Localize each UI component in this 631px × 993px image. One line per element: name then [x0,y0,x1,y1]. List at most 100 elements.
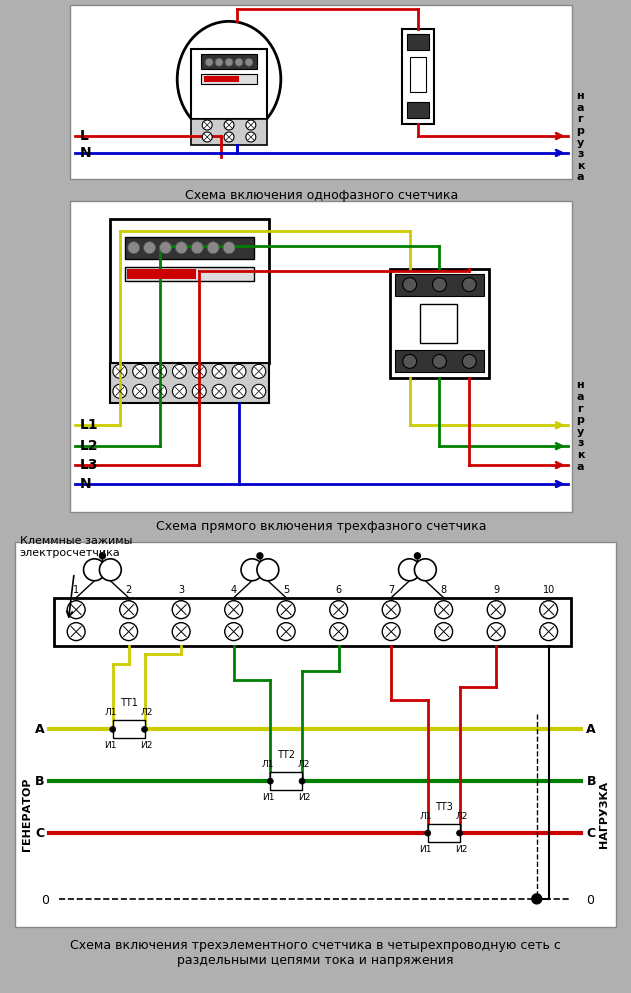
Text: Л1: Л1 [420,812,432,821]
Circle shape [133,384,146,398]
Circle shape [457,830,463,836]
Bar [110,218,269,363]
Bar [201,55,257,70]
Circle shape [330,623,348,640]
Circle shape [223,241,235,253]
Circle shape [252,364,266,378]
Text: B: B [586,775,596,787]
Text: И1: И1 [105,742,117,751]
Circle shape [153,384,167,398]
Bar [191,119,267,145]
Text: 0: 0 [42,895,49,908]
Circle shape [127,241,139,253]
Circle shape [463,355,476,368]
Circle shape [207,241,219,253]
Text: И2: И2 [298,793,310,802]
Circle shape [232,384,246,398]
Circle shape [215,59,223,67]
Text: C: C [35,826,44,839]
Text: 9: 9 [493,585,499,595]
Circle shape [532,894,542,904]
Text: L1: L1 [80,418,99,432]
Circle shape [415,559,436,581]
Circle shape [192,384,206,398]
Circle shape [113,384,127,398]
Circle shape [192,364,206,378]
Bar [395,274,484,296]
Circle shape [487,601,505,619]
Circle shape [487,623,505,640]
Text: L: L [80,129,89,143]
Text: Л2: Л2 [140,708,153,717]
Circle shape [113,364,127,378]
Circle shape [382,601,400,619]
Text: 3: 3 [178,585,184,595]
Circle shape [110,726,115,733]
Text: ТТ3: ТТ3 [435,802,452,812]
Circle shape [540,601,558,619]
Text: N: N [80,146,91,160]
Text: N: N [80,477,91,491]
Text: 0: 0 [586,895,594,908]
Text: И2: И2 [456,845,468,854]
Circle shape [277,601,295,619]
Circle shape [205,59,213,67]
Circle shape [399,559,420,581]
Text: Л2: Л2 [456,812,468,821]
Bar [395,351,484,372]
Bar [420,304,457,344]
Text: электросчетчика: электросчетчика [20,548,121,558]
Text: Л1: Л1 [262,761,274,770]
Text: И1: И1 [262,793,274,802]
Circle shape [191,241,203,253]
Circle shape [144,241,156,253]
Circle shape [435,623,452,640]
Circle shape [225,59,233,67]
Circle shape [120,623,138,640]
Circle shape [100,553,105,559]
Circle shape [268,779,273,784]
Bar [15,542,616,926]
Text: Схема прямого включения трехфазного счетчика: Схема прямого включения трехфазного счет… [156,520,487,533]
Bar [270,773,302,790]
Circle shape [415,553,420,559]
Circle shape [232,364,246,378]
Bar [407,35,428,51]
Text: И1: И1 [420,845,432,854]
Circle shape [382,623,400,640]
Text: B: B [35,775,44,787]
Circle shape [225,601,242,619]
Circle shape [425,830,431,836]
Text: н
а
г
р
у
з
к
а: н а г р у з к а [577,380,584,472]
Circle shape [225,623,242,640]
Circle shape [432,355,446,368]
Circle shape [172,601,190,619]
Bar [127,269,196,279]
Text: L2: L2 [80,439,99,453]
Circle shape [68,623,85,640]
Bar [204,76,239,82]
Circle shape [330,601,348,619]
Circle shape [224,120,234,130]
Text: 2: 2 [126,585,132,595]
Circle shape [212,384,226,398]
Text: ТТ2: ТТ2 [277,751,295,761]
Circle shape [224,132,234,142]
Bar [54,598,570,645]
Circle shape [540,623,558,640]
Circle shape [235,59,243,67]
Text: раздельными цепями тока и напряжения: раздельными цепями тока и напряжения [177,953,454,967]
Bar [402,30,433,124]
Text: A: A [586,723,596,736]
Circle shape [202,120,212,130]
Circle shape [160,241,172,253]
Circle shape [141,726,148,733]
Bar [70,201,572,512]
Circle shape [277,623,295,640]
Text: 5: 5 [283,585,289,595]
Text: НАГРУЗКА: НАГРУЗКА [599,780,610,848]
Text: Л1: Л1 [105,708,117,717]
Text: Клеммные зажимы: Клеммные зажимы [20,536,132,546]
Circle shape [246,120,256,130]
Ellipse shape [177,21,281,137]
